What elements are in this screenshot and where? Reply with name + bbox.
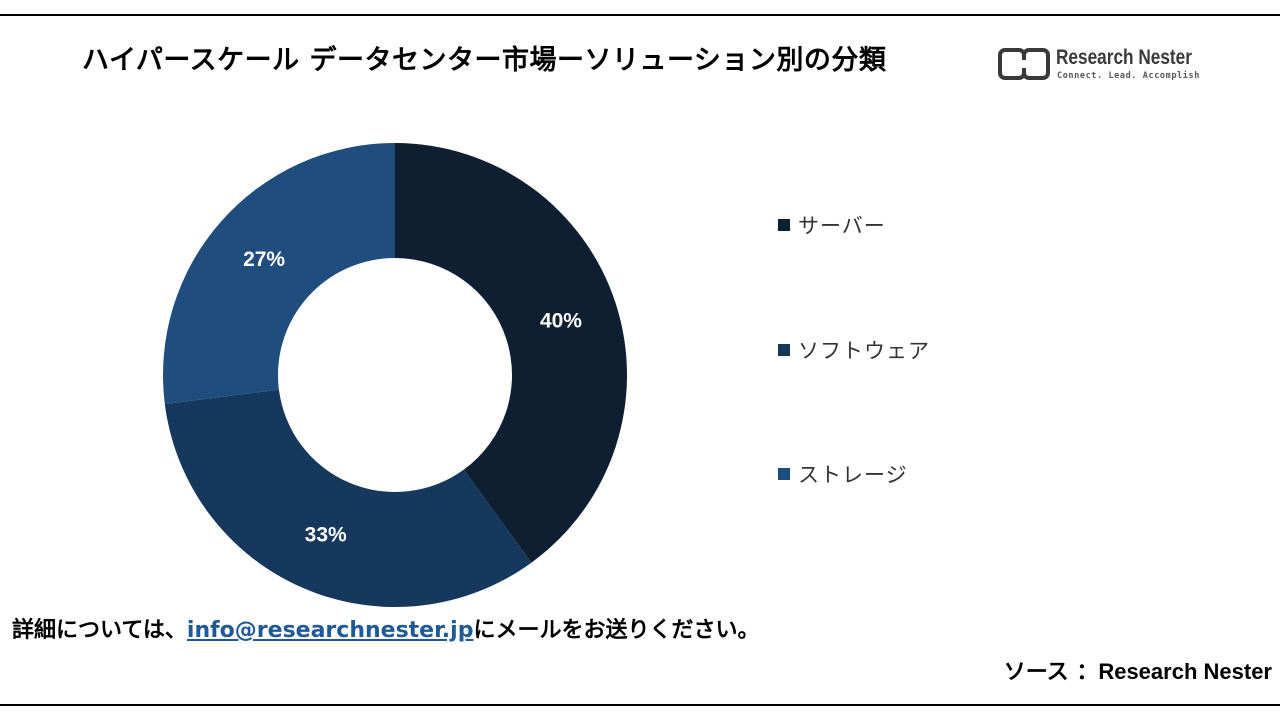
donut-slice-storage [163,143,395,405]
logo-name: Research Nester [1056,46,1192,69]
research-nester-logo: Research Nester Connect. Lead. Accomplis… [998,46,1218,86]
legend-swatch-software [778,344,790,356]
source-label: ソース ： [1003,660,1099,685]
contact-prefix: 詳細については、 [12,618,187,643]
slice-label-server: 40% [540,310,582,333]
logo-tagline: Connect. Lead. Accomplish [1057,71,1200,81]
legend-item-software: ソフトウェア [778,335,930,365]
top-rule [0,14,1280,16]
donut-slice-software [164,389,532,607]
chart-title: ハイパースケール データセンター市場ーソリューション別の分類 [82,45,887,76]
legend-label-storage: ストレージ [798,463,908,487]
legend-swatch-server [778,219,790,231]
logo-mark-icon [998,48,1050,80]
slice-label-storage: 27% [243,248,285,271]
contact-email-link[interactable]: info@researchnester.jp [186,618,474,643]
legend-item-storage: ストレージ [778,459,908,489]
bottom-rule [0,704,1280,706]
contact-suffix: にメールをお送りください。 [473,618,760,643]
legend-label-software: ソフトウェア [798,339,930,363]
legend-label-server: サーバー [798,214,886,238]
source-credit: ソース ：Research Nester [1004,654,1272,686]
legend-item-server: サーバー [778,210,886,240]
donut-slice-server [395,143,627,563]
source-name: Research Nester [1098,659,1272,684]
donut-chart: 40% 33% 27% [163,143,627,607]
contact-note: 詳細については、info@researchnester.jpにメールをお送りくだ… [12,612,759,644]
legend-swatch-storage [778,468,790,480]
slice-label-software: 33% [305,524,347,547]
